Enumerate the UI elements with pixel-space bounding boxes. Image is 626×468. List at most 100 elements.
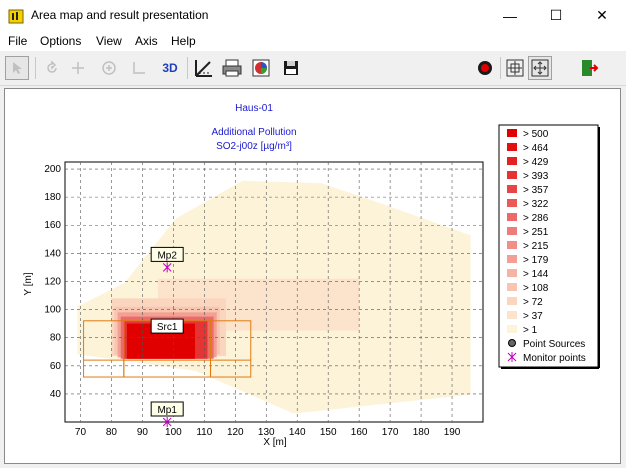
toolbar-separator: [500, 57, 501, 79]
source-area-box: [210, 320, 252, 378]
y-tick-label: 140: [44, 248, 61, 259]
menu-axis[interactable]: Axis: [135, 34, 158, 48]
app-icon: [8, 9, 24, 24]
move-icon: [72, 62, 84, 74]
zoom-in-button[interactable]: [97, 56, 121, 80]
color-scale-button[interactable]: [249, 56, 273, 80]
legend-label: > 215: [523, 241, 549, 252]
x-tick-label: 180: [413, 427, 430, 438]
source-label: Src1: [157, 322, 178, 333]
cursor-icon: [13, 62, 22, 74]
chart-subtitle-line1: Additional Pollution: [211, 127, 296, 138]
toolbar: 3D: [0, 51, 626, 86]
legend-label: > 286: [523, 213, 549, 224]
menu-help[interactable]: Help: [171, 34, 196, 48]
legend-swatch: [507, 269, 517, 277]
point-source-icon: [508, 339, 516, 347]
fit-view-icon: [506, 59, 524, 77]
monitor-label: Mp2: [157, 250, 177, 261]
legend-swatch: [507, 143, 517, 151]
y-tick-label: 100: [44, 305, 61, 316]
move-button[interactable]: [66, 56, 90, 80]
zoom-icon: [102, 61, 116, 75]
legend-label: > 429: [523, 157, 549, 168]
save-icon: [284, 61, 298, 75]
window-title: Area map and result presentation: [31, 8, 209, 22]
expand-icon: [531, 59, 549, 77]
menu-view[interactable]: View: [96, 34, 122, 48]
legend-swatch: [507, 213, 517, 221]
y-tick-label: 120: [44, 276, 61, 287]
legend-label: > 37: [523, 311, 543, 322]
monitor-label: Mp1: [157, 405, 177, 416]
minimize-button[interactable]: —: [487, 0, 533, 31]
legend-label: > 500: [523, 129, 549, 140]
minimize-icon: —: [503, 7, 517, 24]
legend-label: > 393: [523, 171, 549, 182]
x-axis-label: X [m]: [263, 437, 287, 448]
toolbar-separator: [35, 57, 36, 79]
axis-icon: [133, 62, 145, 74]
y-axis-label: Y [m]: [23, 272, 34, 295]
x-tick-label: 100: [165, 427, 182, 438]
exit-button[interactable]: [577, 56, 601, 80]
menu-bar: File Options View Axis Help: [0, 31, 626, 51]
legend-swatch: [507, 241, 517, 249]
printer-icon: [222, 59, 242, 77]
maximize-button[interactable]: ☐: [533, 0, 579, 31]
fit-view-button[interactable]: [503, 56, 527, 80]
monitor-point-icon: [162, 262, 172, 273]
x-tick-label: 120: [227, 427, 244, 438]
legend-swatch: [507, 297, 517, 305]
menu-file[interactable]: File: [8, 34, 28, 48]
legend-swatch: [507, 129, 517, 137]
x-tick-label: 130: [258, 427, 275, 438]
x-tick-label: 110: [196, 427, 212, 438]
monitor-point-icon: [507, 352, 517, 362]
axis-button[interactable]: [127, 56, 151, 80]
monitor-label-box: [150, 401, 184, 417]
y-tick-label: 40: [50, 389, 62, 400]
select-tool-button[interactable]: [5, 56, 29, 80]
legend-swatch: [507, 255, 517, 263]
save-button[interactable]: [279, 56, 303, 80]
toolbar-separator: [187, 57, 188, 79]
legend-label: > 357: [523, 185, 549, 196]
chart-subtitle-line2: SO2-j00z [µg/m³]: [216, 141, 292, 152]
source-marker: Src1: [150, 318, 184, 334]
chart-title: Haus-01: [235, 103, 273, 114]
x-tick-label: 150: [320, 427, 337, 438]
legend-label: Monitor points: [523, 353, 586, 364]
view-3d-button[interactable]: 3D: [158, 56, 182, 80]
y-tick-label: 60: [50, 361, 62, 372]
monitor-point-icon: [162, 417, 172, 427]
y-tick-label: 160: [44, 220, 61, 231]
full-extent-button[interactable]: [528, 56, 552, 80]
record-button[interactable]: [473, 56, 497, 80]
legend-label: > 179: [523, 255, 549, 266]
print-button[interactable]: [220, 56, 244, 80]
legend-label: > 1: [523, 325, 538, 336]
legend: > 500 > 464 > 429 > 393 > 357 > 322 > 286 > 251…: [498, 124, 600, 369]
monitor-label-box: [150, 246, 184, 262]
legend-swatch: [507, 199, 517, 207]
legend-swatch: [507, 185, 517, 193]
close-icon: ✕: [596, 7, 608, 23]
legend-label: > 72: [523, 297, 543, 308]
legend-label: Point Sources: [523, 339, 585, 350]
source-label-box: [150, 318, 184, 334]
measure-button[interactable]: [192, 56, 216, 80]
x-tick-label: 90: [137, 427, 149, 438]
legend-label: > 464: [523, 143, 549, 154]
close-button[interactable]: ✕: [579, 0, 625, 31]
x-tick-label: 190: [444, 427, 461, 438]
title-bar: Area map and result presentation — ☐ ✕: [0, 0, 626, 31]
legend-swatch: [507, 311, 517, 319]
record-icon: [478, 61, 492, 75]
rotate-button[interactable]: [40, 56, 64, 80]
legend-label: > 144: [523, 269, 549, 280]
legend-label: > 108: [523, 283, 549, 294]
menu-options[interactable]: Options: [40, 34, 82, 48]
legend-swatch: [507, 171, 517, 179]
y-tick-label: 80: [50, 333, 62, 344]
